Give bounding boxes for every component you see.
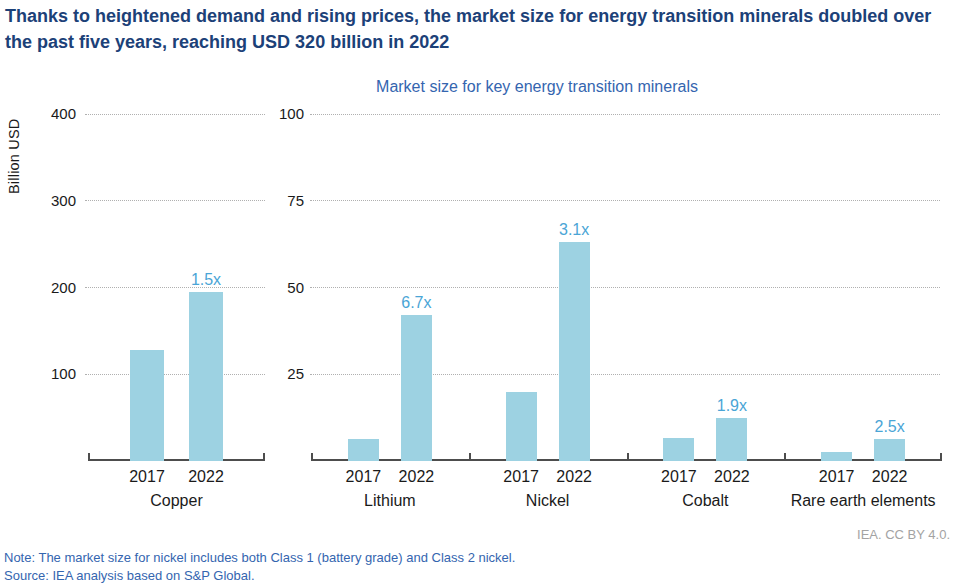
bar-nickel-2022 — [559, 242, 590, 461]
bar-copper-2022 — [189, 292, 223, 461]
y-tick-label-100: 100 — [16, 365, 76, 382]
x-tick-label-rare-earth-elements-2022: 2022 — [864, 468, 916, 486]
bar-lithium-2022 — [401, 315, 432, 461]
x-tick-label-cobalt-2022: 2022 — [706, 468, 758, 486]
note-text: Note: The market size for nickel include… — [4, 550, 704, 565]
license-text: IEA. CC BY 4.0. — [700, 527, 950, 542]
multiplier-label-rare-earth-elements: 2.5x — [860, 418, 920, 436]
x-tick-label-lithium-2017: 2017 — [337, 468, 389, 486]
x-axis — [88, 459, 265, 461]
x-tick-label-nickel-2017: 2017 — [495, 468, 547, 486]
category-label-lithium: Lithium — [305, 492, 475, 510]
x-tick-label-nickel-2022: 2022 — [548, 468, 600, 486]
figure-title: Thanks to heightened demand and rising p… — [5, 3, 961, 55]
gridline-50 — [310, 287, 940, 288]
chart-title: Market size for key energy transition mi… — [132, 78, 942, 96]
source-text: Source: IEA analysis based on S&P Global… — [4, 568, 704, 583]
x-tick-label-cobalt-2017: 2017 — [653, 468, 705, 486]
y-tick-label-200: 200 — [16, 279, 76, 296]
x-axis-tick — [469, 453, 471, 460]
bar-copper-2017 — [130, 350, 164, 461]
multiplier-label-nickel: 3.1x — [544, 221, 604, 239]
gridline-75 — [310, 200, 940, 201]
y-tick-label-400: 400 — [16, 105, 76, 122]
gridline-200 — [85, 287, 265, 288]
x-axis-tick — [940, 453, 942, 460]
bar-lithium-2017 — [348, 439, 379, 461]
x-tick-label-lithium-2022: 2022 — [390, 468, 442, 486]
bar-cobalt-2017 — [663, 438, 694, 461]
bar-rare-earth-elements-2017 — [821, 452, 852, 461]
category-label-copper: Copper — [92, 492, 262, 510]
category-label-nickel: Nickel — [463, 492, 633, 510]
multiplier-label-lithium: 6.7x — [386, 294, 446, 312]
x-tick-label-copper-2022: 2022 — [180, 468, 232, 486]
x-axis-tick — [784, 453, 786, 460]
x-axis-tick — [263, 453, 265, 460]
multiplier-label-copper: 1.5x — [176, 271, 236, 289]
y-tick-label-25: 25 — [244, 365, 304, 382]
x-axis-tick — [311, 453, 313, 460]
y-tick-label-300: 300 — [16, 192, 76, 209]
bar-rare-earth-elements-2022 — [874, 439, 905, 461]
x-tick-label-copper-2017: 2017 — [121, 468, 173, 486]
figure: Thanks to heightened demand and rising p… — [0, 0, 963, 586]
gridline-100 — [85, 374, 265, 375]
x-axis-tick — [627, 453, 629, 460]
gridline-400 — [85, 114, 265, 115]
y-tick-label-75: 75 — [244, 192, 304, 209]
gridline-300 — [85, 200, 265, 201]
y-tick-label-50: 50 — [244, 279, 304, 296]
x-axis-tick — [88, 453, 90, 460]
category-label-rare-earth-elements: Rare earth elements — [778, 492, 948, 510]
gridline-100 — [310, 114, 940, 115]
bar-cobalt-2022 — [716, 418, 747, 461]
y-tick-label-100: 100 — [244, 105, 304, 122]
multiplier-label-cobalt: 1.9x — [702, 397, 762, 415]
x-tick-label-rare-earth-elements-2017: 2017 — [811, 468, 863, 486]
category-label-cobalt: Cobalt — [620, 492, 790, 510]
bar-nickel-2017 — [506, 392, 537, 461]
